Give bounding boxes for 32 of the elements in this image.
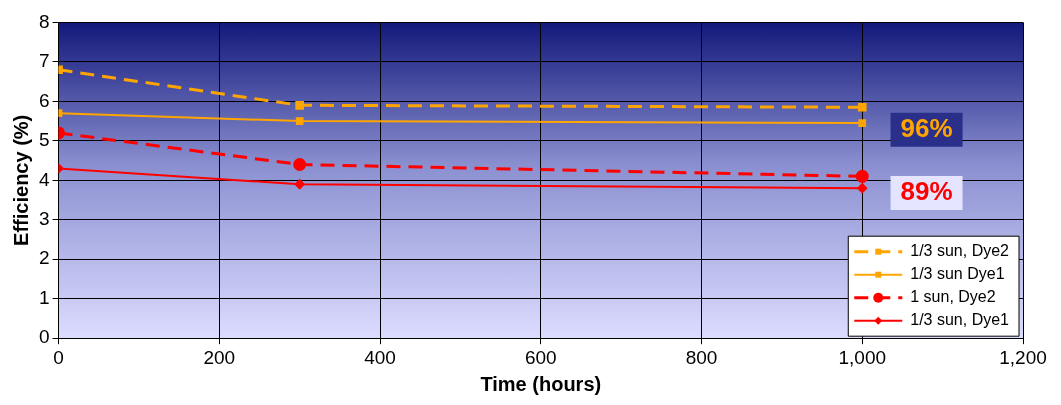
x-axis-title: Time (hours): [480, 372, 602, 395]
y-axis-title: Efficiency (%): [9, 114, 32, 246]
y-tick-label: 3: [38, 208, 50, 230]
annotation: 96%: [900, 112, 953, 143]
y-tick-label: 5: [38, 129, 50, 151]
point: [295, 117, 304, 125]
legend-label: 1/3 sun Dye1: [910, 265, 1005, 283]
point: [855, 169, 869, 183]
point: [293, 158, 307, 172]
legend-label: 1/3 sun, Dye1: [910, 311, 1010, 329]
x-tick-label: 200: [203, 346, 236, 368]
point: [295, 100, 304, 110]
point: [294, 179, 305, 190]
legend-label: 1/3 sun, Dye2: [910, 242, 1010, 260]
annotation: 89%: [900, 176, 953, 207]
x-tick-label: 600: [524, 346, 557, 368]
x-tick-label: 800: [685, 346, 718, 368]
point: [857, 102, 867, 112]
x-tick-label: 1,000: [838, 346, 887, 368]
x-tick-label: 1,200: [999, 346, 1047, 368]
y-tick-label: 6: [38, 89, 50, 111]
y-tick-label: 1: [38, 286, 50, 308]
legend-label: 1 sun, Dye2: [910, 288, 996, 306]
x-tick-label: 400: [364, 346, 396, 368]
y-tick-label: 4: [38, 168, 50, 190]
y-tick-label: 8: [38, 10, 50, 32]
y-tick-label: 7: [38, 50, 50, 72]
point: [857, 183, 868, 194]
y-tick-label: 0: [38, 326, 50, 348]
point: [858, 119, 867, 127]
y-tick-label: 2: [38, 247, 50, 269]
x-tick-label: 0: [53, 346, 64, 368]
